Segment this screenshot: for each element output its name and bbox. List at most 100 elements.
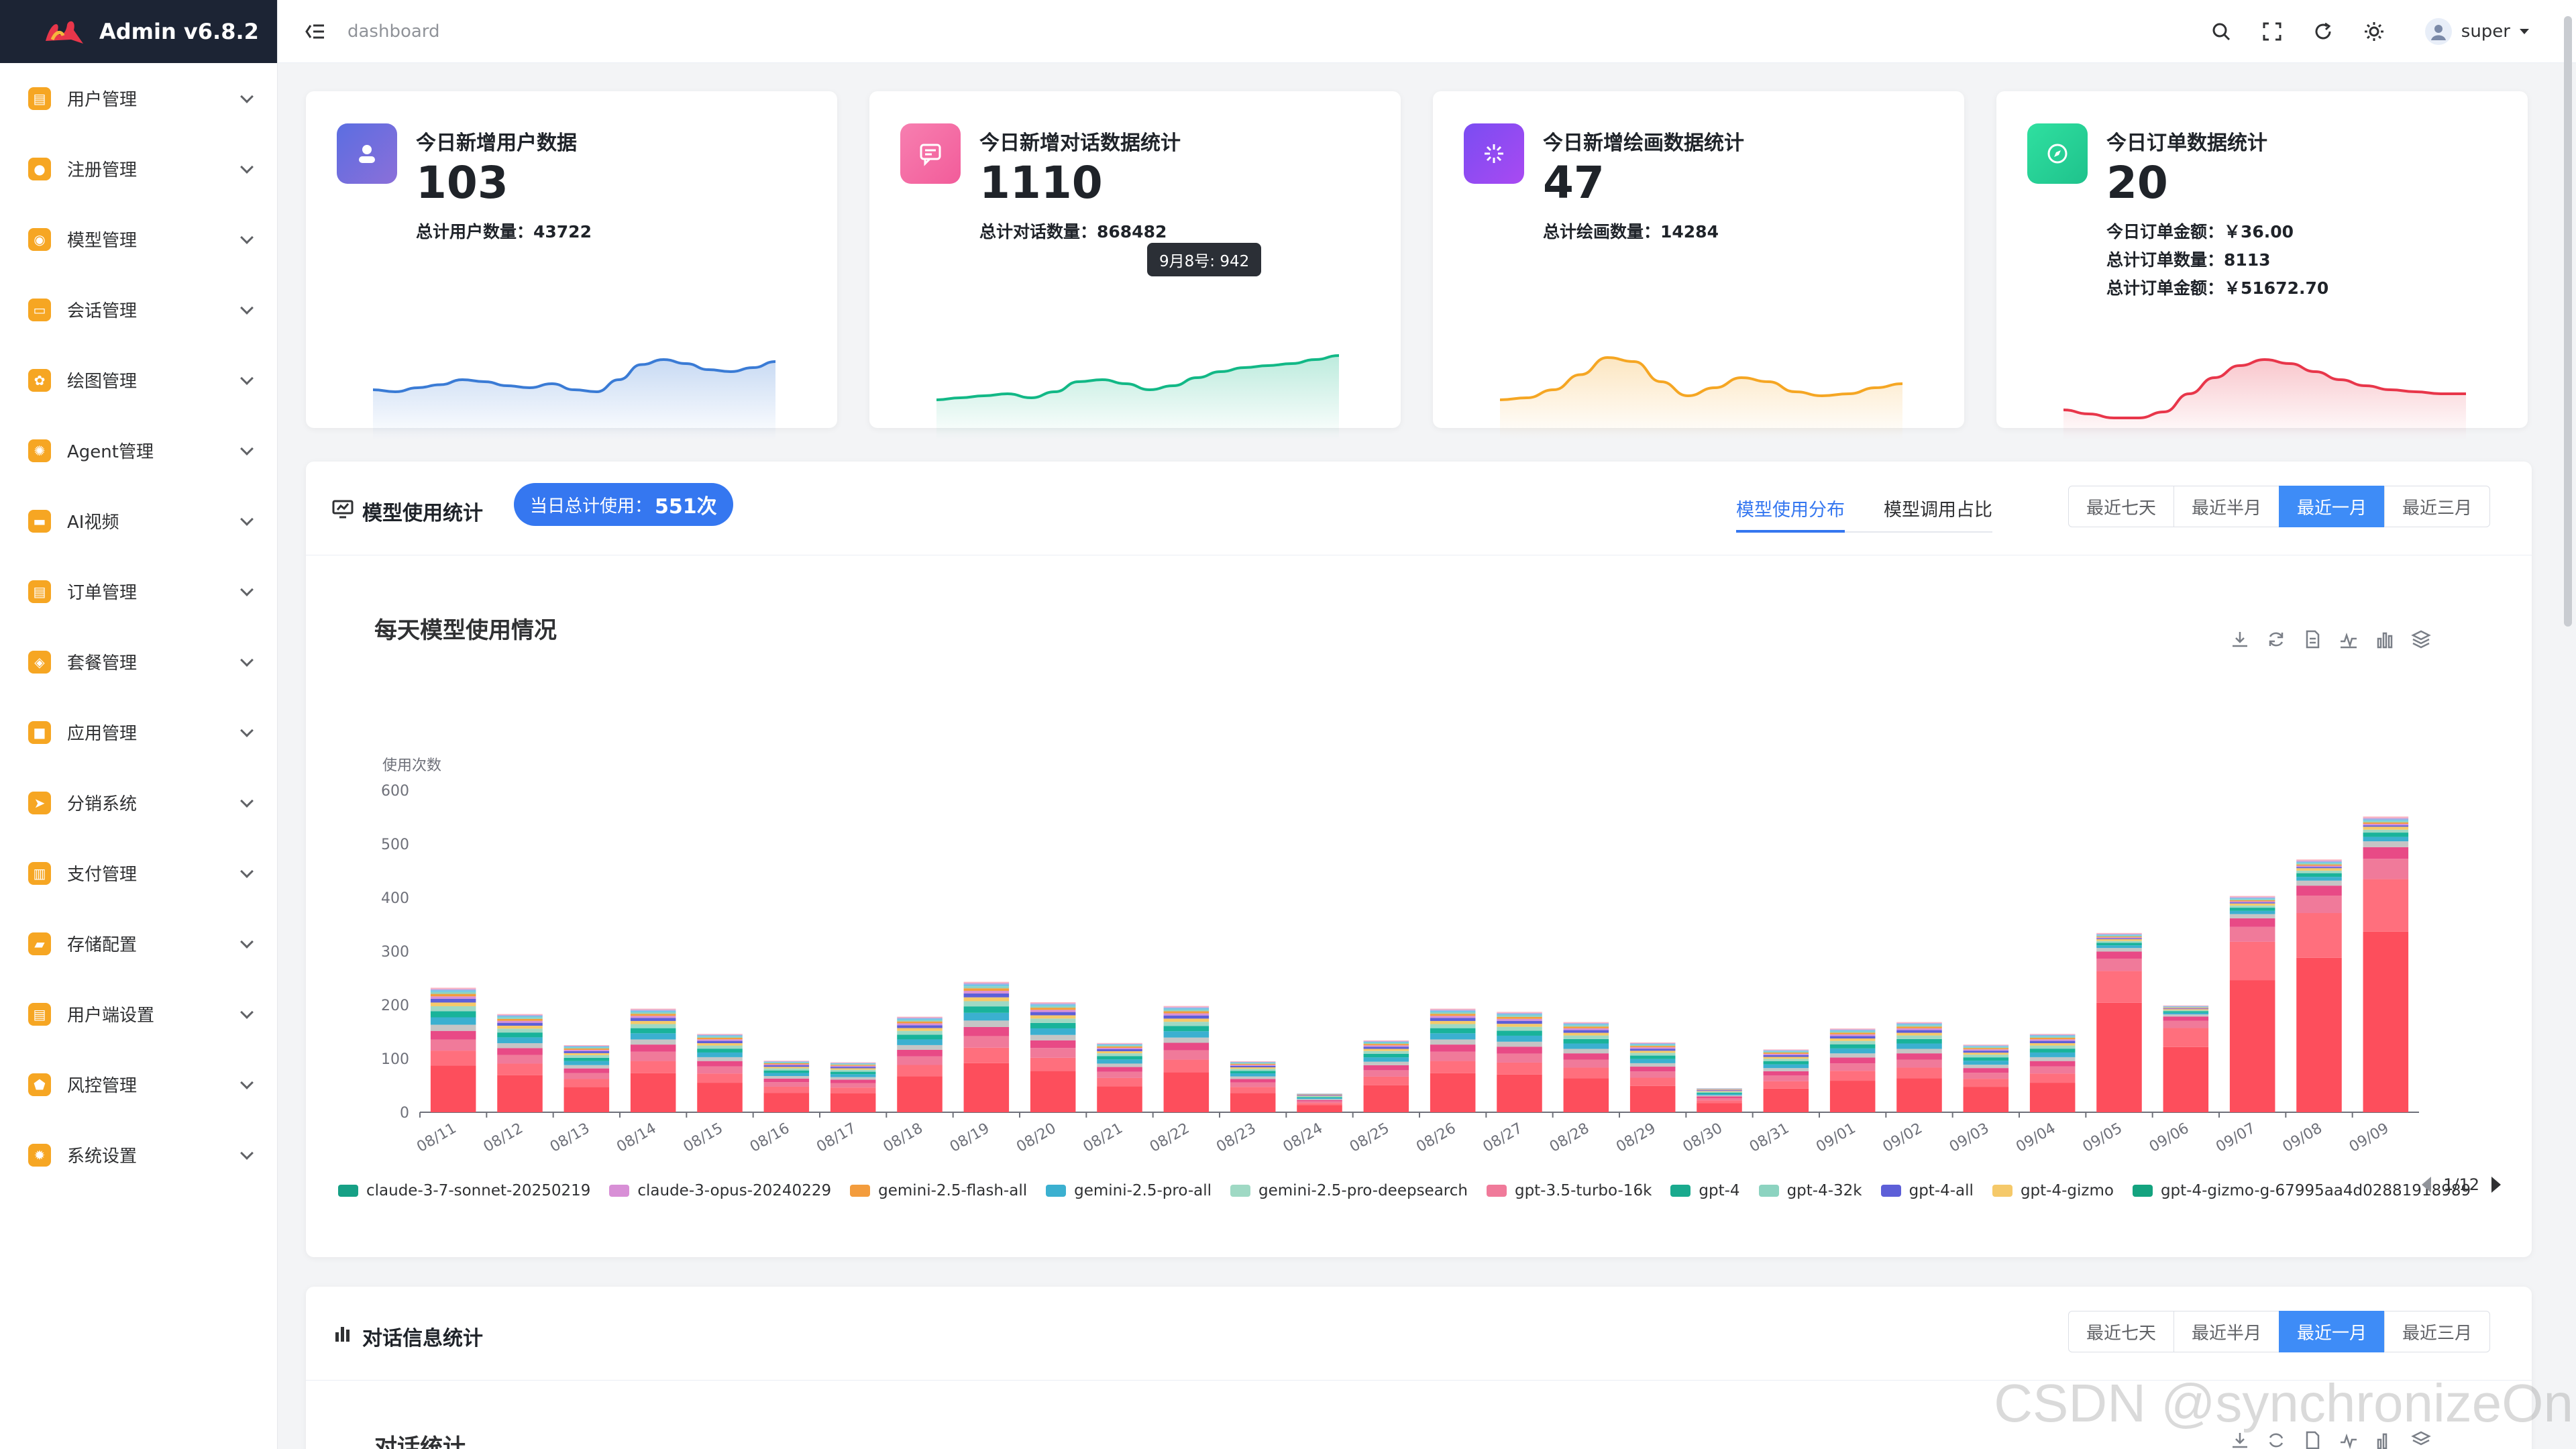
restore-icon[interactable]: [2266, 629, 2286, 649]
theme-sun-icon[interactable]: [2361, 18, 2387, 45]
pill-value: 551次: [655, 495, 717, 519]
bar-segment: [763, 1073, 810, 1077]
legend-item[interactable]: gpt-4-32k: [1758, 1182, 1862, 1199]
bar-segment: [1430, 1018, 1476, 1021]
bar-segment: [1163, 1059, 1210, 1073]
bar-segment: [897, 1034, 943, 1040]
bar-segment: [1497, 1030, 1542, 1036]
bar-segment: [830, 1074, 876, 1077]
sidebar-item[interactable]: ⬟ 风控管理: [0, 1049, 277, 1120]
legend-item[interactable]: gpt-4-all: [1880, 1182, 1974, 1199]
range-7-days[interactable]: 最近七天: [2068, 486, 2175, 527]
app-logo[interactable]: Admin v6.8.2: [0, 0, 277, 63]
restore-icon[interactable]: [2266, 1430, 2286, 1449]
sidebar-item[interactable]: ➤ 分销系统: [0, 767, 277, 838]
sidebar-item[interactable]: ✿ 绘图管理: [0, 345, 277, 415]
range-three-months[interactable]: 最近三月: [2384, 1311, 2491, 1352]
breadcrumb[interactable]: dashboard: [347, 21, 440, 42]
bar-segment: [1697, 1091, 1742, 1093]
sidebar-item[interactable]: ▬ AI视频: [0, 486, 277, 556]
bar-segment: [2296, 861, 2342, 862]
bar-segment: [1563, 1025, 1609, 1027]
collapse-menu-icon[interactable]: [302, 18, 329, 45]
bar-chart-icon[interactable]: [2375, 1430, 2395, 1449]
sidebar-item[interactable]: ◈ 套餐管理: [0, 627, 277, 697]
bar-stat-icon: [335, 1327, 350, 1342]
bar-segment: [1363, 1040, 1409, 1041]
bar-segment: [1829, 1028, 1876, 1030]
data-view-icon[interactable]: [2302, 629, 2322, 649]
legend-next-icon[interactable]: [2491, 1177, 2501, 1193]
legend-item[interactable]: gemini-2.5-pro-deepsearch: [1230, 1182, 1468, 1199]
bar-segment: [1430, 1051, 1476, 1061]
download-icon[interactable]: [2230, 1430, 2250, 1449]
sidebar-item[interactable]: ✺ Agent管理: [0, 415, 277, 486]
bar-segment: [897, 1016, 943, 1018]
bar-segment: [564, 1049, 610, 1051]
sidebar-item[interactable]: ◉ 模型管理: [0, 204, 277, 274]
legend-pager: 1/12: [2422, 1175, 2501, 1194]
tab-model-ratio[interactable]: 模型调用占比: [1884, 500, 1992, 521]
bar-segment: [830, 1071, 876, 1075]
bar-segment: [1829, 1036, 1876, 1039]
card-title: 今日新增用户数据: [416, 131, 577, 155]
bar-segment: [697, 1049, 743, 1053]
chevron-down-icon: [240, 864, 254, 878]
page-scrollbar[interactable]: [2564, 16, 2572, 627]
refresh-icon[interactable]: [2310, 18, 2337, 45]
bar-chart-icon[interactable]: [2375, 629, 2395, 649]
search-icon[interactable]: [2208, 18, 2235, 45]
sidebar-item[interactable]: ▰ 存储配置: [0, 908, 277, 979]
range-one-month[interactable]: 最近一月: [2279, 1311, 2385, 1352]
bar-segment: [630, 1061, 676, 1073]
download-icon[interactable]: [2230, 629, 2250, 649]
x-tick-label: 08/23: [1214, 1120, 1258, 1156]
range-7-days[interactable]: 最近七天: [2068, 1311, 2175, 1352]
sidebar-item[interactable]: ▤ 用户端设置: [0, 979, 277, 1049]
sidebar-item[interactable]: ● 注册管理: [0, 133, 277, 204]
bar-segment: [497, 1037, 543, 1044]
tab-model-distribution[interactable]: 模型使用分布: [1736, 495, 1845, 533]
legend-item[interactable]: gpt-4: [1670, 1182, 1740, 1199]
sidebar-item[interactable]: ▤ 用户管理: [0, 63, 277, 133]
legend-item[interactable]: gpt-4-gizmo: [1992, 1182, 2114, 1199]
line-chart-icon[interactable]: [2339, 629, 2359, 649]
sidebar-item[interactable]: ▭ 会话管理: [0, 274, 277, 345]
stack-icon[interactable]: [2411, 1430, 2431, 1449]
range-three-months[interactable]: 最近三月: [2384, 486, 2491, 527]
x-tick-label: 08/25: [1347, 1120, 1392, 1156]
bar-segment: [697, 1057, 743, 1061]
legend-item[interactable]: gemini-2.5-flash-all: [850, 1182, 1027, 1199]
legend-swatch: [1880, 1185, 1901, 1197]
bar-segment: [2363, 825, 2409, 827]
line-chart-icon[interactable]: [2339, 1430, 2359, 1449]
fullscreen-icon[interactable]: [2259, 18, 2286, 45]
sidebar-item[interactable]: ✹ 系统设置: [0, 1120, 277, 1190]
bar-segment: [2096, 936, 2142, 938]
bar-segment: [697, 1037, 743, 1040]
bar-segment: [2029, 1073, 2076, 1083]
bar-segment: [1230, 1065, 1276, 1068]
bar-segment: [1829, 1053, 1876, 1058]
x-tick-label: 08/30: [1680, 1120, 1725, 1156]
sidebar-item[interactable]: ▥ 支付管理: [0, 838, 277, 908]
sidebar-item[interactable]: ▤ 订单管理: [0, 556, 277, 627]
bar-segment: [763, 1070, 810, 1073]
legend-item[interactable]: claude-3-7-sonnet-20250219: [338, 1182, 590, 1199]
range-half-month[interactable]: 最近半月: [2174, 486, 2280, 527]
stack-icon[interactable]: [2411, 629, 2431, 649]
sidebar-item[interactable]: ■ 应用管理: [0, 697, 277, 767]
legend-item[interactable]: gpt-3.5-turbo-16k: [1486, 1182, 1652, 1199]
data-view-icon[interactable]: [2302, 1430, 2322, 1449]
legend-prev-icon[interactable]: [2422, 1177, 2432, 1193]
x-tick-label: 08/24: [1281, 1120, 1326, 1156]
user-menu[interactable]: super: [2424, 18, 2529, 45]
legend-item[interactable]: gpt-4-gizmo-g-67995aa4d02881918989: [2132, 1182, 2471, 1199]
legend-item[interactable]: gemini-2.5-pro-all: [1046, 1182, 1212, 1199]
dialog-stats-panel: 对话信息统计 最近七天 最近半月 最近一月 最近三月 对话统计: [306, 1287, 2532, 1449]
bar-segment: [2029, 1045, 2076, 1049]
bar-segment: [2029, 1043, 2076, 1046]
legend-item[interactable]: claude-3-opus-20240229: [609, 1182, 831, 1199]
range-one-month[interactable]: 最近一月: [2279, 486, 2385, 527]
range-half-month[interactable]: 最近半月: [2174, 1311, 2280, 1352]
